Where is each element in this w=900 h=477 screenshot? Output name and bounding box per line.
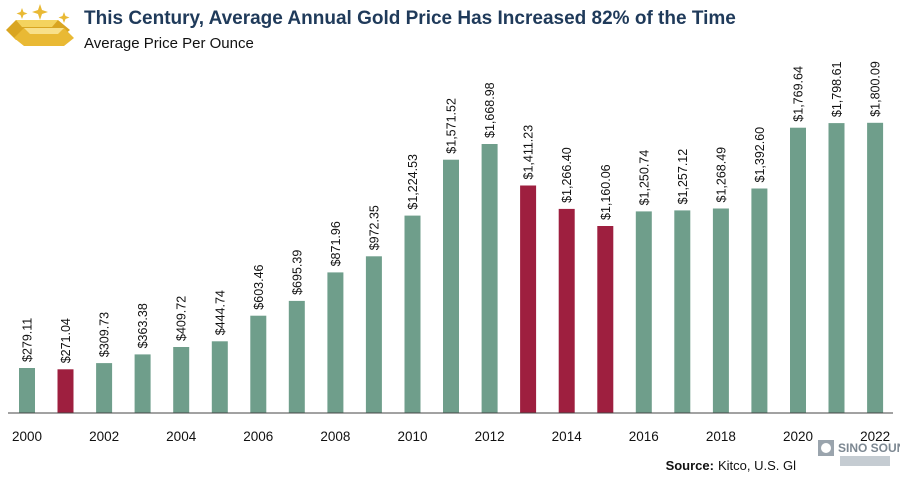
bar-2009: [365, 256, 382, 413]
watermark-brand: SINO SOUND: [838, 441, 900, 455]
chart-subtitle: Average Price Per Ounce: [84, 35, 254, 52]
bar-2022: [867, 122, 884, 414]
value-label-2021: $1,798.61: [830, 61, 844, 117]
bar-2019: [751, 188, 768, 413]
bar-2003: [134, 354, 151, 413]
bar-2018: [712, 208, 729, 413]
value-label-2005: $444.74: [213, 290, 227, 335]
x-tick-2006: 2006: [243, 429, 273, 444]
bar-2017: [674, 210, 691, 413]
value-label-2000: $279.11: [21, 318, 35, 362]
bar-2007: [288, 300, 305, 413]
value-label-2010: $1,224.53: [406, 154, 420, 210]
x-tick-labels-layer: 2000 2002 2004 2006 2008 2010 2012 2014 2016 2018…: [12, 429, 890, 444]
value-label-2009: $972.35: [367, 205, 381, 250]
value-label-2020: $1,769.64: [792, 66, 806, 122]
x-tick-2018: 2018: [706, 429, 736, 444]
bar-2014: [558, 208, 575, 413]
x-tick-2002: 2002: [89, 429, 119, 444]
value-label-2004: $409.72: [175, 296, 189, 341]
value-label-2001: $271.04: [59, 318, 73, 363]
x-tick-2008: 2008: [320, 429, 350, 444]
value-label-2019: $1,392.60: [753, 127, 767, 183]
value-label-2017: $1,257.12: [676, 149, 690, 205]
value-label-2008: $871.96: [329, 221, 343, 266]
x-tick-2014: 2014: [552, 429, 583, 444]
value-label-2015: $1,160.06: [599, 164, 613, 220]
source-note: Source: Kitco, U.S. Gl: [666, 458, 797, 473]
x-tick-2016: 2016: [629, 429, 659, 444]
sino-sound-logo-icon: SINO SOUND: [818, 440, 900, 466]
x-tick-2022: 2022: [860, 429, 890, 444]
bar-2011: [443, 159, 459, 413]
value-label-2016: $1,250.74: [637, 150, 651, 206]
chart-title: This Century, Average Annual Gold Price …: [84, 8, 736, 29]
bar-2006: [250, 315, 267, 413]
bar-2015: [597, 226, 614, 413]
bar-2002: [96, 363, 113, 413]
value-label-2012: $1,668.98: [483, 82, 497, 138]
x-tick-2010: 2010: [397, 429, 427, 444]
x-tick-2000: 2000: [12, 429, 42, 444]
bar-2001: [57, 369, 74, 413]
bar-2012: [481, 144, 498, 413]
value-label-2003: $363.38: [136, 303, 150, 348]
bar-2004: [173, 347, 190, 413]
x-tick-2020: 2020: [783, 429, 813, 444]
bar-2021: [828, 123, 845, 413]
bar-2000: [19, 368, 35, 413]
source-label: Source:: [666, 458, 714, 473]
bar-2016: [635, 211, 652, 413]
value-label-2018: $1,268.49: [714, 147, 728, 203]
x-tick-2012: 2012: [475, 429, 505, 444]
value-label-2014: $1,266.40: [560, 147, 574, 203]
gold-bars-icon: [6, 4, 74, 46]
bar-2010: [404, 215, 421, 413]
bar-2013: [520, 185, 537, 413]
x-tick-2004: 2004: [166, 429, 197, 444]
bar-2005: [211, 341, 228, 413]
value-label-2006: $603.46: [252, 264, 266, 309]
value-label-2002: $309.73: [98, 312, 112, 357]
value-labels-layer: $279.11 $271.04 $309.73 $363.38 $409.72 $444.…: [21, 61, 883, 363]
bars-layer: [19, 122, 884, 414]
value-label-2007: $695.39: [290, 250, 304, 295]
source-text: Kitco, U.S. Gl: [718, 458, 796, 473]
value-label-2022: $1,800.09: [869, 61, 883, 117]
bar-2008: [327, 272, 344, 413]
value-label-2011: $1,571.52: [445, 98, 459, 154]
value-label-2013: $1,411.23: [522, 125, 536, 180]
bar-2020: [790, 127, 806, 413]
